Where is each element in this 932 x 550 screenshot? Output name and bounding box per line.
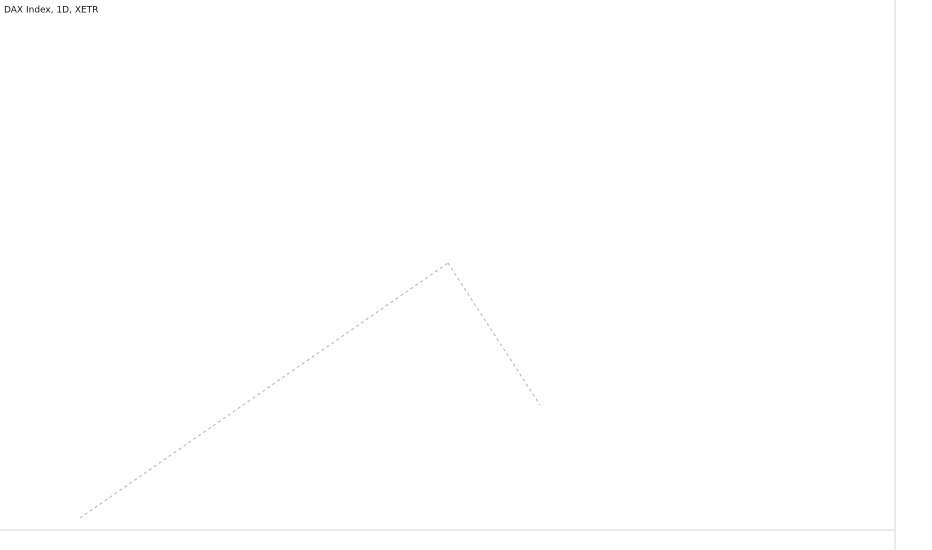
trend-line [447,262,541,406]
trend-line [79,262,449,519]
chart-title: DAX Index, 1D, XETR [4,6,98,16]
